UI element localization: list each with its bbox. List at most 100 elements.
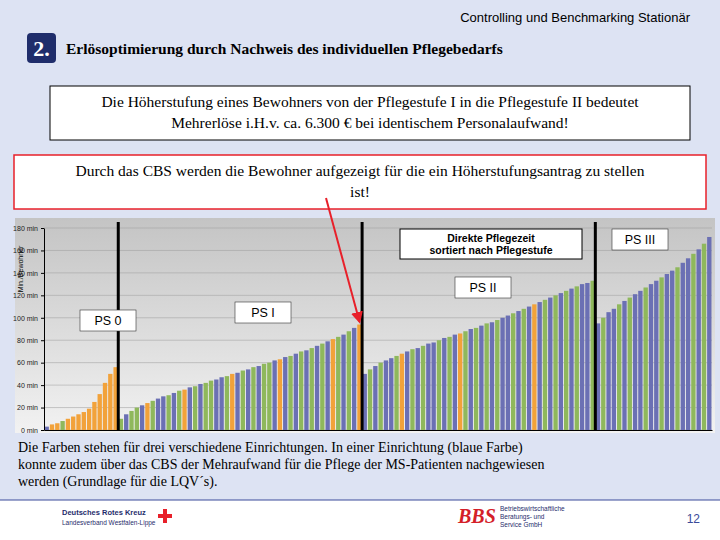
bar	[421, 346, 425, 430]
bar	[437, 340, 441, 430]
caption: konnte zudem über das CBS der Mehraufwan…	[18, 457, 544, 472]
bar	[166, 395, 170, 430]
bar	[686, 258, 690, 430]
bar	[182, 390, 186, 430]
highlight-text: ist!	[350, 183, 370, 200]
group-label-box	[612, 229, 668, 250]
bar	[98, 394, 102, 430]
bar	[145, 403, 149, 430]
bar	[575, 286, 579, 430]
bar	[601, 318, 605, 430]
bar	[697, 249, 701, 430]
bar	[511, 313, 515, 430]
bar	[188, 387, 192, 430]
y-tick-mark	[41, 430, 44, 431]
bar	[416, 348, 420, 430]
page-number: 12	[687, 512, 701, 526]
bar	[553, 295, 557, 430]
bar	[442, 338, 446, 430]
red-cross	[158, 514, 172, 518]
bar	[257, 366, 261, 430]
bar	[543, 300, 547, 430]
bar	[675, 267, 679, 430]
y-tick-label: 20 min	[17, 404, 38, 411]
bar	[299, 351, 303, 430]
bar	[209, 381, 213, 430]
bar	[336, 337, 340, 430]
bar	[426, 344, 430, 430]
caption: werden (Grundlage für die LQV´s).	[18, 474, 217, 490]
bar	[585, 283, 589, 430]
bar	[193, 386, 197, 430]
footer-logo-text: Service GmbH	[500, 521, 543, 528]
bar	[108, 374, 112, 430]
footer-logo-text: Beratungs- und	[500, 513, 545, 521]
bar	[241, 371, 245, 430]
bar	[87, 409, 91, 430]
bar	[262, 364, 266, 430]
y-tick-mark	[41, 340, 44, 341]
bar	[638, 291, 642, 430]
bar	[490, 322, 494, 430]
info-text: Mehrerlöse i.H.v. ca. 6.300 € bei identi…	[171, 114, 569, 131]
bar	[230, 374, 234, 430]
bar	[532, 304, 536, 430]
y-tick-mark	[41, 318, 44, 319]
bar	[469, 329, 473, 430]
bar	[103, 383, 107, 430]
bar	[172, 393, 176, 430]
bar	[495, 320, 499, 430]
footer-background	[0, 500, 720, 540]
bar	[161, 396, 165, 430]
bar	[198, 384, 202, 430]
bar	[500, 318, 504, 430]
badge	[27, 33, 56, 63]
bar	[527, 307, 531, 430]
chart-title: Direkte Pflegezeit	[447, 232, 535, 244]
bar	[60, 421, 64, 430]
y-axis: 0 min20 min40 min60 min80 min100 min120 …	[13, 225, 44, 434]
caption: Die Farben stehen für drei verschiedene …	[18, 440, 523, 456]
slide-title: Erlösoptimierung durch Nachweis des indi…	[66, 40, 503, 57]
bar	[219, 377, 223, 430]
y-tick-mark	[41, 363, 44, 364]
bar	[341, 335, 345, 430]
group-label-box	[235, 302, 291, 323]
chart-background	[15, 218, 715, 433]
bar	[368, 369, 372, 430]
y-tick: 60 min	[17, 359, 44, 366]
bar	[267, 363, 271, 430]
bar	[389, 358, 393, 430]
bar	[151, 401, 155, 430]
bar	[347, 331, 351, 430]
y-tick: 20 min	[17, 404, 44, 411]
bar	[66, 419, 70, 430]
bar	[707, 237, 711, 430]
y-tick-mark	[41, 295, 44, 296]
bar	[410, 349, 414, 430]
group-separator	[361, 222, 364, 430]
bar	[373, 366, 377, 430]
y-tick-label: 0 min	[21, 427, 38, 434]
bar	[479, 326, 483, 430]
bars	[45, 237, 712, 430]
bar	[204, 383, 208, 430]
bar	[628, 298, 632, 430]
footer-logo-text: Betriebswirtschaftliche	[500, 505, 565, 512]
bar	[50, 424, 54, 430]
y-tick: 80 min	[17, 337, 44, 344]
bar	[649, 284, 653, 430]
bar	[612, 309, 616, 430]
group-label: PS 0	[94, 314, 121, 328]
bar	[278, 359, 282, 430]
y-tick-label: 180 min	[13, 225, 38, 232]
bar	[384, 360, 388, 430]
bar	[654, 281, 658, 430]
bar	[702, 244, 706, 430]
bar	[484, 323, 488, 430]
bar	[394, 356, 398, 430]
bar	[246, 369, 250, 430]
bar	[665, 274, 669, 430]
y-tick-mark	[41, 273, 44, 274]
bar	[548, 298, 552, 430]
